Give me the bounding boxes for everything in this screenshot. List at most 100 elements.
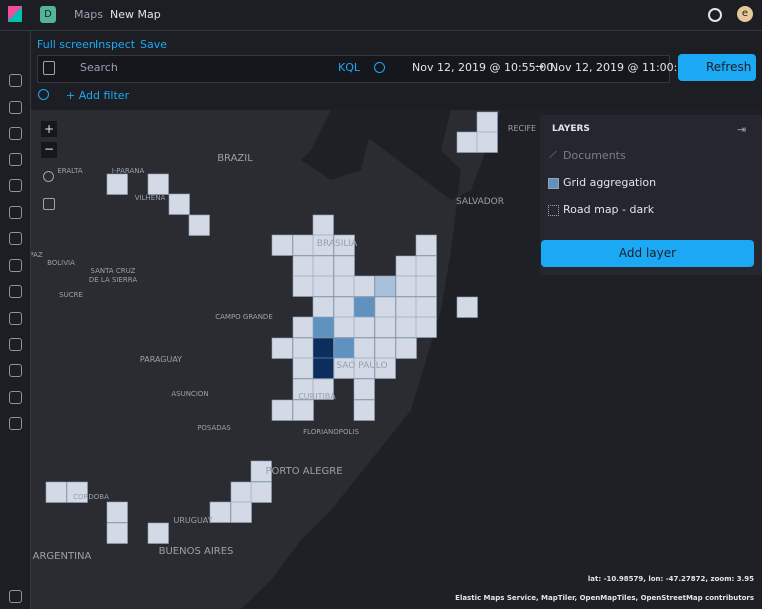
nav-icon[interactable]	[9, 590, 22, 603]
map-label: PORTO ALEGRE	[265, 466, 342, 477]
grid-cell	[106, 501, 128, 523]
menu-item[interactable]: Full screen	[37, 38, 96, 51]
grid-cell	[353, 337, 375, 359]
menu-item[interactable]: Save	[140, 38, 168, 51]
grid-cell	[353, 275, 375, 297]
nav-icon[interactable]	[9, 179, 22, 192]
grid-cell	[395, 337, 417, 359]
menu-item[interactable]: Inspect	[95, 38, 136, 51]
grid-cell	[395, 296, 417, 318]
filter-icon[interactable]	[38, 89, 49, 100]
grid-cell	[250, 460, 272, 482]
search-input[interactable]: Search	[80, 61, 118, 74]
grid-cell	[292, 357, 314, 379]
grid-cell	[415, 316, 437, 338]
map-label: PARAGUAY	[140, 355, 182, 364]
map-label: BRASILIA	[317, 239, 358, 249]
sea	[301, 110, 371, 180]
grid-cell	[312, 378, 334, 400]
nav-icon[interactable]	[9, 74, 22, 87]
grid-cell	[374, 316, 396, 338]
zoom-out[interactable]: −	[41, 142, 57, 158]
nav-icon[interactable]	[9, 259, 22, 272]
grid-cell	[250, 481, 272, 503]
nav-icon[interactable]	[9, 391, 22, 404]
add-layer-button[interactable]: Add layer	[541, 240, 754, 267]
map-label: URUGUAY	[173, 516, 212, 525]
map-label: CURITIBA	[298, 392, 336, 401]
date-quick-menu[interactable]	[374, 62, 385, 73]
grid-cell	[230, 501, 252, 523]
nav-icon[interactable]	[9, 285, 22, 298]
space-avatar[interactable]: D	[40, 6, 56, 23]
grid-cell	[230, 481, 252, 503]
grid-cell	[292, 234, 314, 256]
nav-icon[interactable]	[9, 127, 22, 140]
grid-cell	[395, 255, 417, 277]
set-view[interactable]	[43, 171, 54, 182]
nav-icon[interactable]	[9, 417, 22, 430]
grid-cell	[66, 481, 88, 503]
nav-icon[interactable]	[9, 153, 22, 166]
grid-cell	[292, 337, 314, 359]
logo	[8, 6, 22, 22]
user-avatar[interactable]: e	[737, 6, 753, 22]
map-label: CAMPO GRANDE	[215, 313, 273, 321]
query-bar	[37, 55, 670, 83]
map-label: I-PARANA	[112, 167, 145, 175]
date-arrow: →	[535, 60, 545, 73]
help-icon[interactable]	[708, 8, 722, 22]
nav-icon[interactable]	[9, 232, 22, 245]
map-label: PAZ	[31, 251, 43, 259]
map-label: BRAZIL	[217, 153, 253, 164]
grid-cell	[271, 234, 293, 256]
end-date[interactable]: Nov 12, 2019 @ 11:00:00.	[550, 61, 695, 74]
nav-icon[interactable]	[9, 206, 22, 219]
coordinates: lat: -10.98579, lon: -47.27872, zoom: 3.…	[587, 575, 754, 583]
add-filter[interactable]: + Add filter	[66, 89, 130, 102]
grid-cell	[312, 296, 334, 318]
layer-name[interactable]: Grid aggregation	[563, 176, 657, 189]
saved-query-button[interactable]	[43, 61, 55, 75]
grid-cell	[395, 275, 417, 297]
grid-cell	[333, 296, 355, 318]
layer-icon	[548, 205, 559, 216]
map-label: ASUNCION	[171, 390, 208, 398]
grid-cell	[374, 275, 396, 297]
map-label: CORDOBA	[73, 493, 109, 501]
nav-icon[interactable]	[9, 101, 22, 114]
grid-cell	[333, 255, 355, 277]
grid-cell	[292, 399, 314, 421]
map-label: VILHENA	[135, 194, 166, 202]
tools[interactable]	[43, 198, 55, 210]
nav-icon[interactable]	[9, 312, 22, 325]
collapse-button[interactable]: ⇥	[737, 123, 747, 136]
grid-cell	[476, 131, 498, 153]
nav-icon[interactable]	[9, 338, 22, 351]
map-label: FLORIANOPOLIS	[303, 428, 359, 436]
grid-cell	[188, 214, 210, 236]
map-label: SAO PAULO	[336, 361, 387, 371]
grid-cell	[353, 316, 375, 338]
layer-name[interactable]: Documents	[563, 149, 626, 162]
language-toggle[interactable]: KQL	[338, 61, 360, 74]
panel-title: LAYERS	[552, 124, 590, 134]
map-label: DE LA SIERRA	[89, 276, 137, 284]
zoom-in[interactable]: +	[41, 121, 57, 137]
map-label: ERALTA	[57, 167, 82, 175]
grid-cell	[312, 357, 334, 379]
grid-cell	[333, 275, 355, 297]
grid-cell	[353, 378, 375, 400]
start-date[interactable]: Nov 12, 2019 @ 10:55:00.	[412, 61, 557, 74]
grid-cell	[292, 255, 314, 277]
grid-cell	[476, 111, 498, 133]
nav-icon[interactable]	[9, 364, 22, 377]
breadcrumb[interactable]: Maps	[74, 8, 103, 21]
refresh-button[interactable]: Refresh	[678, 54, 756, 81]
grid-cell	[271, 399, 293, 421]
layer-name[interactable]: Road map - dark	[563, 203, 655, 216]
attribution: Elastic Maps Service, MapTiler, OpenMapT…	[455, 594, 754, 602]
map-label: BOLIVIA	[47, 259, 75, 267]
grid-cell	[333, 234, 355, 256]
grid-cell	[312, 337, 334, 359]
